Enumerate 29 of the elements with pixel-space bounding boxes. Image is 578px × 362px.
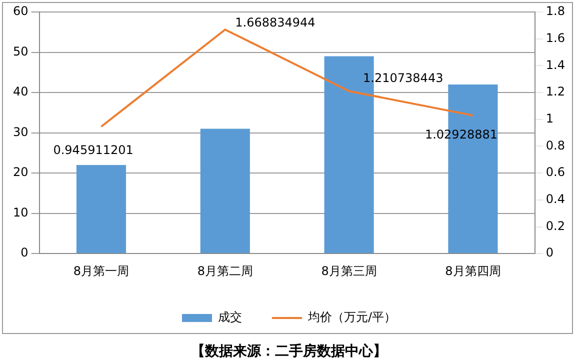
- y2-tick-label: 1.6: [546, 30, 566, 45]
- y-tick-label: 30: [12, 124, 28, 139]
- y-tick-label: 10: [12, 205, 28, 220]
- bar: [200, 128, 250, 254]
- x-tick-label: 8月第一周: [73, 264, 130, 278]
- data-label: 1.668834944: [235, 16, 316, 30]
- y2-tick-label: 1: [546, 112, 554, 126]
- legend-label: 成交: [218, 310, 242, 324]
- legend-label: 均价（万元/平）: [306, 310, 396, 324]
- y-tick-label: 50: [12, 44, 28, 58]
- x-tick-label: 8月第二周: [197, 264, 253, 278]
- bar: [76, 165, 126, 254]
- y-tick-label: 40: [12, 84, 28, 99]
- x-tick-label: 8月第三周: [321, 264, 377, 278]
- y-tick-label: 20: [12, 165, 28, 180]
- y-tick-label: 0: [20, 246, 28, 260]
- y2-tick-label: 0.6: [546, 165, 566, 180]
- y2-tick-label: 0.4: [546, 192, 566, 206]
- y2-tick-label: 0: [546, 246, 554, 260]
- text: 【数据来源：二手房数据中心】: [191, 342, 387, 360]
- data-label: 1.02928881: [424, 128, 498, 142]
- y2-tick-label: 1.8: [546, 4, 566, 18]
- y2-tick-label: 0.8: [546, 138, 566, 152]
- y2-tick-label: 1.2: [546, 84, 566, 99]
- y2-tick-label: 0.2: [546, 218, 566, 233]
- x-tick-label: 8月第四周: [445, 264, 501, 278]
- data-label: 0.945911201: [53, 142, 134, 157]
- y-tick-label: 60: [12, 4, 28, 18]
- y2-tick-label: 1.4: [546, 58, 566, 72]
